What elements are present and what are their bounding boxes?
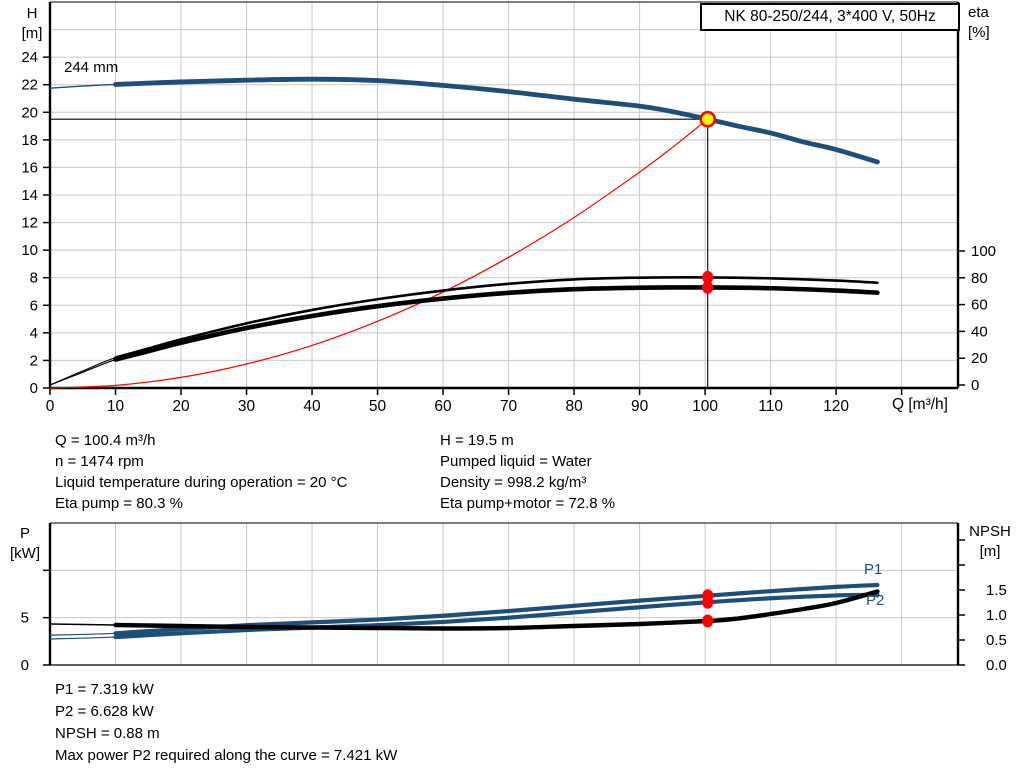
result-p1: P1 = 7.319 kW — [55, 681, 154, 698]
x-axis-tick-label: 60 — [434, 398, 452, 415]
eta-axis-title-line2: [%] — [968, 24, 990, 41]
right-axis-tick-label: 1.5 — [986, 582, 1007, 599]
x-axis-tick-label: 90 — [631, 398, 649, 415]
right-axis-tick-label: 0 — [971, 377, 979, 394]
x-axis-tick-label: 50 — [369, 398, 387, 415]
x-axis-tick-label: 40 — [303, 398, 321, 415]
left-axis-tick-label: 5 — [21, 610, 29, 627]
info-eta-pump: Eta pump = 80.3 % — [55, 495, 183, 512]
npsh-point — [702, 614, 714, 628]
duty-info-right-column: H = 19.5 m Pumped liquid = Water Density… — [440, 430, 615, 514]
x-axis-tick-label: 120 — [823, 398, 849, 415]
pump-type-title-box: NK 80-250/244, 3*400 V, 50Hz — [700, 3, 960, 31]
x-axis-tick-label: 0 — [46, 398, 55, 415]
duty-info-left-column: Q = 100.4 m³/h n = 1474 rpm Liquid tempe… — [55, 430, 347, 514]
right-axis-tick-label: 100 — [971, 243, 996, 260]
system-curve — [49, 118, 709, 389]
right-axis-tick-label: 60 — [971, 297, 988, 314]
p-axis-title-line2: [kW] — [10, 545, 40, 562]
left-axis-tick-label: 2 — [30, 352, 38, 369]
q-axis-title: Q [m³/h] — [892, 396, 948, 413]
p1-curve-label: P1 — [864, 561, 883, 578]
h-axis-title: H [m] — [14, 4, 50, 44]
right-axis-tick-label: 0.0 — [986, 657, 1007, 674]
x-axis-tick-label: 70 — [500, 398, 518, 415]
p-axis-title: P [kW] — [4, 524, 46, 564]
p-axis-title-line1: P — [19, 525, 30, 542]
eta-pump-point — [702, 270, 714, 284]
left-axis-tick-label: 18 — [21, 132, 38, 149]
impeller-diameter-label: 244 mm — [64, 59, 119, 76]
eta-pump-curve — [114, 276, 879, 359]
info-liquid-temperature: Liquid temperature during operation = 20… — [55, 474, 348, 491]
x-axis-tick-label: 80 — [565, 398, 583, 415]
right-axis-tick-label: 20 — [971, 350, 988, 367]
right-axis-tick-label: 1.0 — [986, 607, 1007, 624]
left-axis-tick-label: 20 — [21, 104, 38, 121]
info-h: H = 19.5 m — [440, 432, 514, 449]
left-axis-tick-label: 10 — [21, 242, 38, 259]
npsh-curve — [113, 589, 880, 631]
info-q: Q = 100.4 m³/h — [55, 432, 156, 449]
left-axis-tick-label: 22 — [21, 77, 38, 94]
npsh-curve-thin — [49, 590, 879, 630]
h-axis-title-line2: [m] — [21, 25, 43, 42]
left-axis-tick-label: 0 — [30, 380, 38, 397]
x-axis-tick-label: 100 — [692, 398, 718, 415]
left-axis-tick-label: 14 — [21, 187, 38, 204]
eta-pump-motor-curve — [113, 285, 880, 362]
eta-pump-motor-point — [702, 280, 714, 294]
left-axis-tick-label: 24 — [21, 49, 38, 66]
x-axis-tick-label: 20 — [172, 398, 190, 415]
result-block: P1 = 7.319 kW P2 = 6.628 kW NPSH = 0.88 … — [55, 679, 397, 767]
result-max-power: Max power P2 required along the curve = … — [55, 747, 398, 764]
info-eta-pump-motor: Eta pump+motor = 72.8 % — [440, 495, 616, 512]
left-axis-tick-label: 16 — [21, 159, 38, 176]
left-axis-tick-label: 6 — [30, 297, 38, 314]
eta-pump-curve-thin — [49, 276, 878, 386]
result-npsh: NPSH = 0.88 m — [55, 725, 160, 742]
info-density: Density = 998.2 kg/m³ — [440, 474, 587, 491]
p2-point — [702, 595, 714, 609]
left-axis-tick-label: 8 — [30, 270, 38, 287]
h-axis-title-line1: H — [26, 5, 38, 22]
x-axis-tick-label: 10 — [107, 398, 125, 415]
npsh-axis-title: NPSH [m] — [962, 522, 1018, 562]
left-axis-tick-label: 12 — [21, 215, 38, 232]
info-speed: n = 1474 rpm — [55, 453, 144, 470]
head-curve-244mm — [113, 76, 880, 165]
eta-axis-title-line1: eta — [968, 4, 989, 21]
npsh-axis-title-line2: [m] — [979, 543, 1001, 560]
result-p2: P2 = 6.628 kW — [55, 703, 154, 720]
right-axis-tick-label: 0.5 — [986, 632, 1007, 649]
p2-curve-label: P2 — [866, 592, 885, 609]
right-axis-tick-label: 80 — [971, 270, 988, 287]
npsh-axis-title-line1: NPSH — [969, 523, 1011, 540]
p2-curve — [113, 592, 880, 640]
duty-point — [699, 110, 717, 128]
x-axis-tick-label: 110 — [758, 398, 783, 415]
head-curve-244mm-thin — [49, 78, 879, 163]
eta-pump-motor-curve-thin — [49, 286, 878, 386]
left-axis-tick-label: 4 — [30, 325, 38, 342]
right-axis-tick-label: 40 — [971, 323, 988, 340]
info-pumped-liquid: Pumped liquid = Water — [440, 453, 592, 470]
left-axis-tick-label: 0 — [21, 657, 29, 674]
eta-axis-title: eta [%] — [968, 3, 1018, 43]
x-axis-tick-label: 30 — [238, 398, 256, 415]
